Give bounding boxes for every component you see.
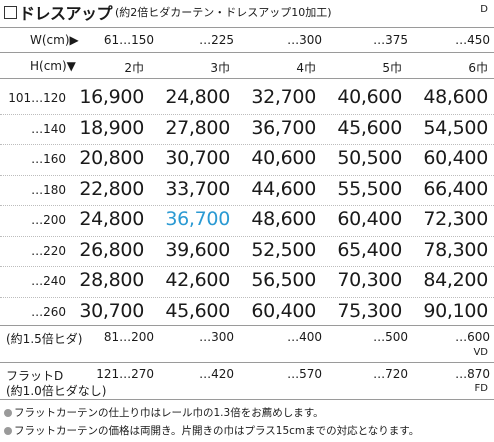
vd-width: …400 [287, 330, 322, 344]
price-cell: 56,500 [251, 269, 316, 291]
price-cell: 30,700 [79, 299, 144, 322]
width-range: …225 [199, 33, 234, 47]
note-text: フラットカーテンの仕上り巾はレール巾の1.3倍をお薦めします。 [14, 407, 324, 419]
fd-width: …570 [287, 367, 322, 381]
price-cell: 20,800 [79, 147, 144, 169]
price-cell: 22,800 [79, 177, 144, 200]
fd-width: …420 [199, 367, 234, 381]
fd-code: FD [474, 383, 488, 394]
price-cell: 27,800 [165, 116, 230, 139]
price-cell: 84,200 [423, 269, 488, 291]
divider [0, 362, 494, 363]
price-cell: 55,500 [337, 177, 402, 200]
price-cell: 50,500 [337, 147, 402, 169]
note-text: フラットカーテンの価格は両開き。片開きの巾はプラス15cmまでの対応となります。 [14, 425, 420, 437]
fd-width: …870 [455, 367, 490, 381]
height-range: …240 [31, 274, 66, 288]
price-cell: 60,400 [251, 299, 316, 322]
divider [0, 52, 494, 53]
height-range: …140 [31, 121, 66, 136]
height-range: 101…120 [8, 91, 66, 105]
vd-code: VD [473, 347, 488, 358]
divider [0, 325, 494, 326]
price-cell: 16,900 [79, 86, 144, 108]
checkbox-icon [4, 5, 17, 19]
height-range: …160 [31, 152, 66, 166]
width-label: W(cm)▶ [30, 33, 79, 47]
row-separator [0, 205, 494, 206]
price-cell: 48,600 [423, 86, 488, 108]
fd-width: 121…270 [96, 367, 154, 381]
height-range: …180 [31, 182, 66, 197]
price-cell: 36,700 [251, 116, 316, 139]
fd-width: …720 [373, 367, 408, 381]
title-subtitle: (約2倍ヒダカーテン・ドレスアップ10加工) [115, 6, 332, 19]
height-range: …260 [31, 304, 66, 319]
price-cell: 24,800 [165, 86, 230, 108]
divider [0, 399, 494, 400]
vd-label: (約1.5倍ヒダ) [6, 332, 83, 346]
price-cell: 45,600 [165, 299, 230, 322]
price-cell: 39,600 [165, 238, 230, 261]
price-cell: 33,700 [165, 177, 230, 200]
height-range: …200 [31, 213, 66, 227]
width-range: …375 [373, 33, 408, 47]
row-separator [0, 296, 494, 298]
panel-count: 5巾 [382, 61, 402, 75]
price-cell: 52,500 [251, 238, 316, 261]
price-cell: 30,700 [165, 147, 230, 169]
note-item: フラットカーテンの仕上り巾はレール巾の1.3倍をお薦めします。 [4, 405, 324, 420]
price-cell: 45,600 [337, 116, 402, 139]
bullet-icon [4, 409, 12, 417]
price-cell: 70,300 [337, 269, 402, 291]
vd-width: …600 [455, 330, 490, 344]
price-cell: 54,500 [423, 116, 488, 139]
divider [0, 27, 494, 28]
vd-width: …300 [199, 330, 234, 344]
panel-count: 3巾 [210, 61, 230, 75]
height-range: …220 [31, 243, 66, 258]
price-cell: 26,800 [79, 238, 144, 261]
price-cell: 75,300 [337, 299, 402, 322]
row-separator [0, 174, 494, 176]
price-cell: 28,800 [79, 269, 144, 291]
bullet-icon [4, 427, 12, 435]
height-label: H(cm)▼ [30, 59, 76, 73]
vd-width: 81…200 [103, 330, 154, 344]
price-cell: 65,400 [337, 238, 402, 261]
row-separator [0, 235, 494, 237]
price-cell: 42,600 [165, 269, 230, 291]
width-range: …300 [287, 33, 322, 47]
note-item: フラットカーテンの価格は両開き。片開きの巾はプラス15cmまでの対応となります。 [4, 423, 419, 438]
divider [0, 78, 494, 79]
title-main: ドレスアップ [19, 4, 113, 23]
width-range: 61…150 [103, 33, 154, 47]
price-cell: 66,400 [423, 177, 488, 200]
vd-width: …500 [373, 330, 408, 344]
product-code: D [480, 4, 488, 15]
price-cell: 60,400 [337, 208, 402, 230]
price-cell: 40,600 [337, 86, 402, 108]
price-cell: 60,400 [423, 147, 488, 169]
price-cell: 18,900 [79, 116, 144, 139]
row-separator [0, 266, 494, 267]
panel-count: 6巾 [468, 61, 488, 75]
price-cell: 32,700 [251, 86, 316, 108]
price-cell: 44,600 [251, 177, 316, 200]
price-cell: 48,600 [251, 208, 316, 230]
fd-label: フラットD [6, 369, 64, 383]
page-title: ドレスアップ (約2倍ヒダカーテン・ドレスアップ10加工) [4, 2, 332, 23]
price-cell: 36,700 [165, 208, 230, 230]
price-cell: 72,300 [423, 208, 488, 230]
width-range: …450 [455, 33, 490, 47]
row-separator [0, 113, 494, 115]
row-separator [0, 144, 494, 145]
price-cell: 90,100 [423, 299, 488, 322]
panel-count: 2巾 [124, 61, 144, 75]
price-cell: 78,300 [423, 238, 488, 261]
price-cell: 40,600 [251, 147, 316, 169]
fd-sublabel: (約1.0倍ヒダなし) [6, 384, 107, 398]
price-cell: 24,800 [79, 208, 144, 230]
panel-count: 4巾 [296, 61, 316, 75]
